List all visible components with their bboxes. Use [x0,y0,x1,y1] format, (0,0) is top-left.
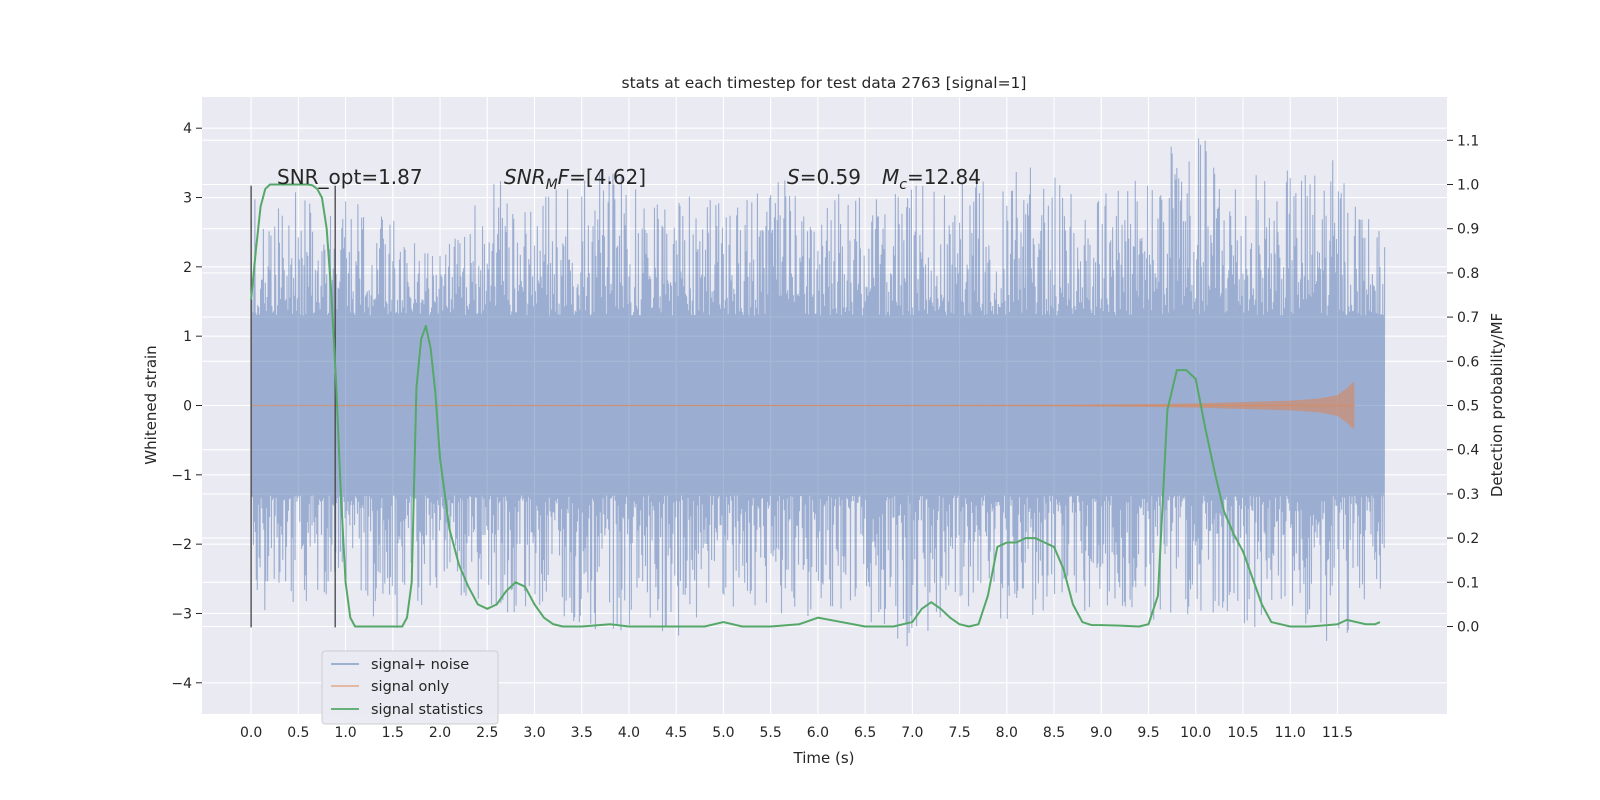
y-tick-label: 0 [183,399,192,415]
annotation-s-value: S=0.59 [787,165,861,189]
y-tick-label: 3 [183,191,192,207]
x-tick-label: 0.5 [287,725,309,741]
y-tick-label: −1 [171,468,192,484]
y2-axis-title: Detection probability/MF [1488,313,1506,497]
legend-label-signal-only: signal only [371,679,450,695]
x-tick-label: 1.0 [334,725,356,741]
y2-tick-label: 0.3 [1457,487,1479,503]
y2-tick-label: 0.7 [1457,310,1479,326]
x-tick-label: 4.5 [665,725,687,741]
legend-label-signal-plus-noise: signal+ noise [371,657,469,673]
y-tick-label: −4 [171,676,192,692]
legend-label-signal-statistics: signal statistics [371,702,483,718]
y-tick-label: 2 [183,260,192,276]
x-tick-label: 9.5 [1137,725,1159,741]
y2-tick-label: 0.8 [1457,266,1479,282]
y-tick-label: 1 [183,329,192,345]
x-tick-label: 0.0 [240,725,262,741]
y-tick-label: −2 [171,537,192,553]
x-tick-label: 1.5 [382,725,404,741]
y2-tick-label: 1.0 [1457,178,1479,194]
annotation-snr-mf: SNRMF=[4.62] [504,165,646,193]
signal-plus-noise-line [250,138,1386,647]
x-tick-label: 8.5 [1043,725,1065,741]
signal-statistics-line [250,183,1381,628]
x-axis-title: Time (s) [793,749,855,767]
x-tick-label: 6.5 [854,725,876,741]
x-tick-label: 4.0 [618,725,640,741]
x-tick-label: 7.5 [948,725,970,741]
axis-ticks: 0.0 0.5 1.0 1.5 2.0 2.5 3.0 3.5 4.0 4.5 5.0 5.5 6.0 6… [171,121,1479,741]
x-tick-label: 8.0 [996,725,1018,741]
series-signal-statistics [250,183,1381,628]
x-tick-label: 11.0 [1275,725,1306,741]
y2-tick-label: 0.4 [1457,443,1479,459]
x-tick-label: 10.0 [1180,725,1211,741]
chart-title: stats at each timestep for test data 276… [622,74,1027,92]
signal-only-envelope [251,381,1355,430]
x-tick-label: 11.5 [1322,725,1353,741]
legend: signal+ noise signal only signal statist… [321,650,499,725]
x-tick-label: 2.0 [429,725,451,741]
x-tick-label: 9.0 [1090,725,1112,741]
y2-tick-label: 0.9 [1457,222,1479,238]
series-signal-plus-noise [250,138,1386,647]
annotation-snr-opt: SNR_opt=1.87 [277,165,423,189]
x-tick-label: 5.0 [712,725,734,741]
legend-box [321,650,499,725]
y2-tick-label: 0.5 [1457,399,1479,415]
x-tick-label: 3.5 [571,725,593,741]
y-tick-label: 4 [183,121,192,137]
x-tick-label: 7.0 [901,725,923,741]
x-tick-label: 3.0 [523,725,545,741]
x-tick-label: 5.5 [760,725,782,741]
x-tick-label: 10.5 [1227,725,1258,741]
window-markers [250,185,336,628]
x-tick-label: 2.5 [476,725,498,741]
y-tick-label: −3 [171,606,192,622]
y-axis-title: Whitened strain [142,345,160,464]
y2-tick-label: 0.6 [1457,354,1479,370]
series-signal-only [251,381,1355,430]
y2-tick-label: 0.0 [1457,619,1479,635]
y2-tick-label: 1.1 [1457,133,1479,149]
annotation-mc-value: Mc=12.84 [882,165,981,193]
y2-tick-label: 0.1 [1457,575,1479,591]
x-tick-label: 6.0 [807,725,829,741]
y2-tick-label: 0.2 [1457,531,1479,547]
